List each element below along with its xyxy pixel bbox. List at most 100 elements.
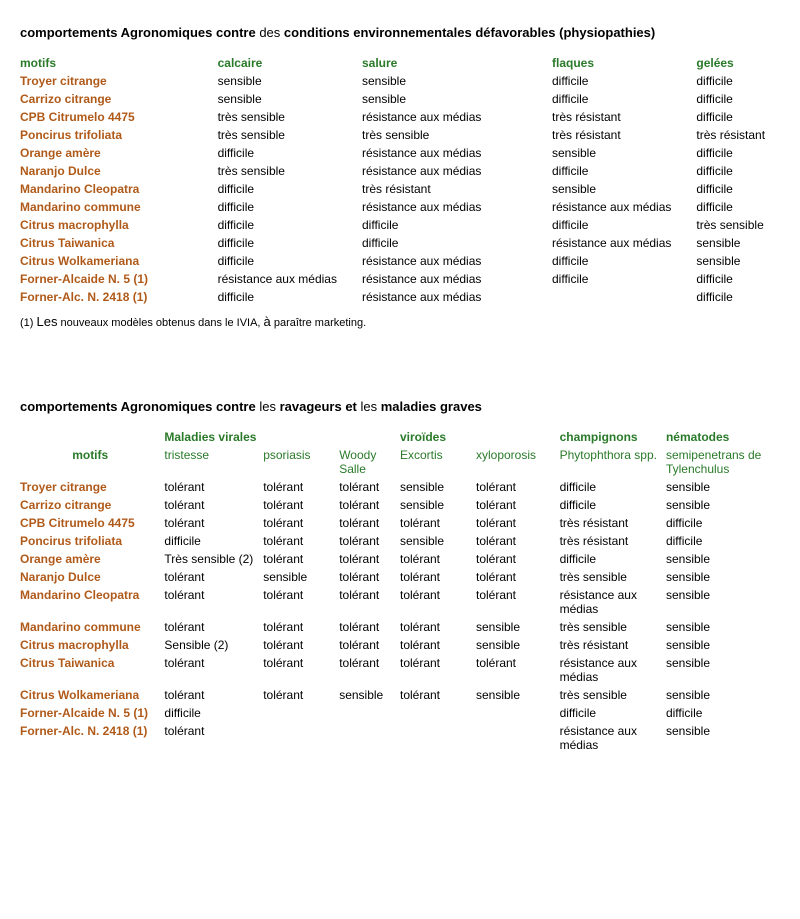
table-row: Troyer citrangesensiblesensibledifficile…: [20, 72, 780, 90]
value-cell: [339, 704, 400, 722]
value-cell: tolérant: [339, 618, 400, 636]
value-cell: difficile: [218, 198, 362, 216]
value-cell: difficile: [666, 514, 780, 532]
value-cell: très résistant: [362, 180, 552, 198]
value-cell: tolérant: [400, 568, 476, 586]
value-cell: tolérant: [339, 654, 400, 686]
value-cell: [552, 288, 696, 306]
value-cell: difficile: [696, 288, 780, 306]
value-cell: tolérant: [400, 514, 476, 532]
value-cell: résistance aux médias: [362, 108, 552, 126]
table-row: Forner-Alc. N. 2418 (1)tolérant résistanc…: [20, 722, 780, 754]
value-cell: résistance aux médias: [362, 270, 552, 288]
value-cell: tolérant: [263, 636, 339, 654]
value-cell: très sensible: [560, 686, 666, 704]
value-cell: sensible: [666, 722, 780, 754]
value-cell: sensible: [552, 180, 696, 198]
motif-cell: Naranjo Dulce: [20, 568, 164, 586]
table1-col-header: calcaire: [218, 54, 362, 72]
value-cell: tolérant: [164, 478, 263, 496]
value-cell: sensible: [666, 568, 780, 586]
value-cell: sensible: [666, 478, 780, 496]
table-row: Troyer citrangetoléranttoléranttolérants…: [20, 478, 780, 496]
value-cell: difficile: [552, 216, 696, 234]
motif-cell: Forner-Alcaide N. 5 (1): [20, 704, 164, 722]
value-cell: sensible: [666, 654, 780, 686]
value-cell: [263, 722, 339, 754]
value-cell: sensible: [666, 686, 780, 704]
value-cell: sensible: [400, 532, 476, 550]
value-cell: sensible: [362, 72, 552, 90]
value-cell: tolérant: [476, 586, 560, 618]
table-row: Forner-Alcaide N. 5 (1)résistance aux mé…: [20, 270, 780, 288]
value-cell: très résistant: [552, 108, 696, 126]
motif-cell: Citrus Wolkameriana: [20, 252, 218, 270]
table2-sub-header: semipenetrans de Tylenchulus: [666, 446, 780, 478]
motif-cell: Naranjo Dulce: [20, 162, 218, 180]
table2-sub-header: Phytophthora spp.: [560, 446, 666, 478]
value-cell: tolérant: [263, 514, 339, 532]
table-row: Citrus macrophylladifficiledifficilediff…: [20, 216, 780, 234]
value-cell: sensible: [696, 234, 780, 252]
value-cell: tolérant: [263, 496, 339, 514]
value-cell: difficile: [552, 162, 696, 180]
value-cell: difficile: [218, 252, 362, 270]
motif-cell: Forner-Alc. N. 2418 (1): [20, 722, 164, 754]
value-cell: sensible: [666, 550, 780, 568]
value-cell: difficile: [696, 144, 780, 162]
table1-col-header: motifs: [20, 54, 218, 72]
motif-cell: Mandarino commune: [20, 198, 218, 216]
value-cell: difficile: [560, 478, 666, 496]
value-cell: sensible: [400, 496, 476, 514]
table-row: Mandarino Cleopatratoléranttoléranttolér…: [20, 586, 780, 618]
motif-cell: Orange amère: [20, 550, 164, 568]
motif-cell: Carrizo citrange: [20, 90, 218, 108]
value-cell: tolérant: [164, 722, 263, 754]
table-row: Carrizo citrangetoléranttoléranttolérant…: [20, 496, 780, 514]
value-cell: difficile: [552, 72, 696, 90]
value-cell: sensible: [666, 636, 780, 654]
value-cell: difficile: [218, 288, 362, 306]
table2-sub-header: tristesse: [164, 446, 263, 478]
value-cell: Très sensible (2): [164, 550, 263, 568]
table2-group-header: champignons: [560, 428, 666, 446]
value-cell: très sensible: [560, 618, 666, 636]
value-cell: difficile: [696, 162, 780, 180]
value-cell: sensible: [666, 496, 780, 514]
table1-title: comportements Agronomiques contre des co…: [20, 25, 780, 40]
value-cell: tolérant: [476, 654, 560, 686]
value-cell: tolérant: [339, 496, 400, 514]
table2-group-header: nématodes: [666, 428, 780, 446]
value-cell: résistance aux médias: [362, 144, 552, 162]
value-cell: tolérant: [164, 618, 263, 636]
t1-title-c: conditions environnementales défavorable…: [280, 25, 655, 40]
value-cell: difficile: [560, 550, 666, 568]
table-row: CPB Citrumelo 4475très sensiblerésistanc…: [20, 108, 780, 126]
table2-sub-header: Woody Salle: [339, 446, 400, 478]
value-cell: difficile: [218, 180, 362, 198]
value-cell: tolérant: [476, 514, 560, 532]
value-cell: sensible: [476, 686, 560, 704]
value-cell: tolérant: [476, 568, 560, 586]
value-cell: tolérant: [263, 618, 339, 636]
table-row: Orange amèreTrès sensible (2)toléranttol…: [20, 550, 780, 568]
value-cell: sensible: [218, 72, 362, 90]
t1-title-b: des: [259, 25, 280, 40]
value-cell: tolérant: [164, 654, 263, 686]
table-row: Poncirus trifoliatadifficiletoléranttolé…: [20, 532, 780, 550]
value-cell: résistance aux médias: [560, 722, 666, 754]
value-cell: sensible: [666, 618, 780, 636]
value-cell: tolérant: [263, 532, 339, 550]
value-cell: tolérant: [164, 496, 263, 514]
t1-title-a: comportements Agronomiques contre: [20, 25, 259, 40]
value-cell: tolérant: [339, 568, 400, 586]
value-cell: très résistant: [560, 636, 666, 654]
value-cell: résistance aux médias: [552, 234, 696, 252]
motif-cell: Mandarino commune: [20, 618, 164, 636]
table-row: Orange amèredifficilerésistance aux médi…: [20, 144, 780, 162]
value-cell: tolérant: [339, 514, 400, 532]
value-cell: tolérant: [400, 686, 476, 704]
value-cell: [400, 722, 476, 754]
table1-col-header: flaques: [552, 54, 696, 72]
value-cell: sensible: [666, 586, 780, 618]
